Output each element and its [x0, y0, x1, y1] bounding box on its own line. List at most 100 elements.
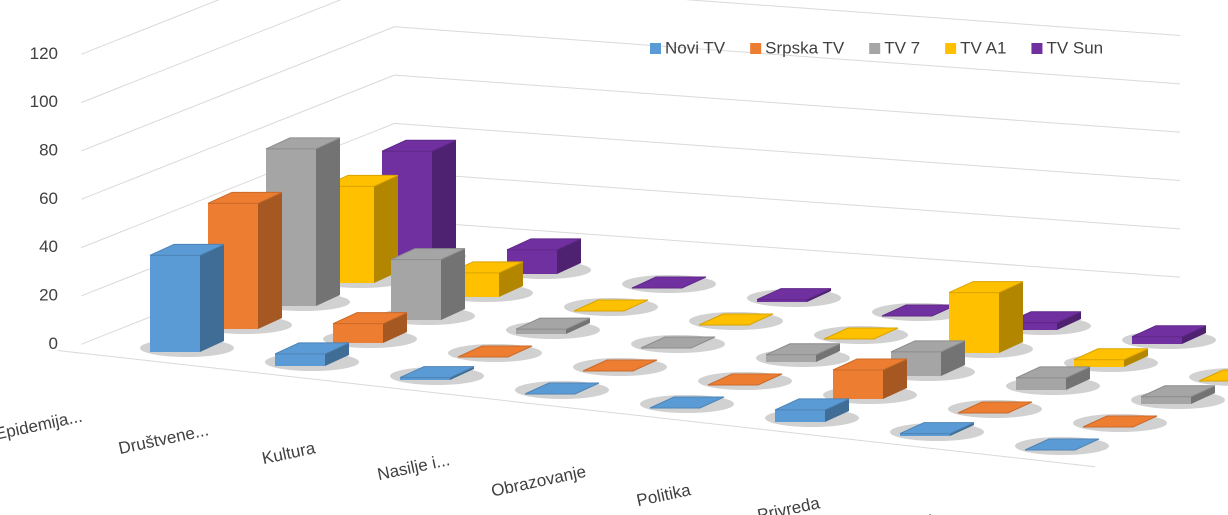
y-tick-label: 120 — [30, 44, 58, 63]
bar-side — [825, 398, 849, 422]
bar-front — [333, 323, 383, 343]
bar-front — [1141, 396, 1191, 404]
bar-side — [258, 192, 282, 329]
bar — [515, 381, 609, 399]
bar-top — [832, 358, 908, 371]
bar — [564, 298, 658, 316]
bar — [890, 422, 984, 441]
bar-top — [948, 281, 1024, 294]
bar-top — [756, 288, 832, 301]
bar — [1131, 385, 1225, 409]
bar-side — [441, 248, 465, 320]
legend-label: TV A1 — [960, 38, 1006, 57]
bar-side — [1182, 325, 1206, 344]
bar-side — [807, 288, 831, 302]
bar — [622, 275, 716, 293]
bar-top — [582, 359, 658, 372]
bar-side — [325, 342, 349, 366]
bar-front — [275, 353, 325, 366]
bar-top — [149, 243, 225, 256]
bar-side — [432, 140, 456, 260]
bar — [689, 312, 783, 330]
x-tick-label: Društvene... — [117, 420, 211, 458]
bar-side — [883, 359, 907, 399]
bar — [631, 335, 725, 353]
bar-top — [707, 373, 783, 386]
grid-line — [81, 122, 1181, 249]
bar-top — [899, 422, 975, 435]
bar-side — [1057, 311, 1081, 330]
bar-top — [399, 366, 475, 379]
y-tick-label: 60 — [39, 189, 58, 208]
bar-front — [766, 354, 816, 362]
bar — [140, 243, 234, 357]
bar — [765, 398, 859, 427]
bar — [747, 288, 841, 307]
bar-top — [506, 238, 582, 251]
bar-top — [1131, 325, 1207, 338]
bar — [872, 303, 966, 321]
bar-side — [316, 137, 340, 306]
bar-front — [391, 259, 441, 320]
bar-top — [774, 398, 850, 411]
bar-top — [1140, 385, 1216, 398]
bar-front — [900, 433, 950, 436]
x-tick-label: Obrazovanje — [489, 462, 587, 501]
bar — [390, 366, 484, 385]
bar-side — [1191, 385, 1215, 404]
bar — [1064, 348, 1158, 372]
bar — [756, 343, 850, 367]
bar-side — [950, 422, 974, 436]
legend-label: TV Sun — [1046, 38, 1103, 57]
bar-top — [390, 248, 466, 261]
bar — [1189, 368, 1228, 386]
bar — [265, 342, 359, 371]
y-tick-label: 0 — [49, 334, 58, 353]
y-tick-label: 40 — [39, 237, 58, 256]
bar-top — [1073, 348, 1149, 361]
bar-top — [207, 191, 283, 204]
bar-side — [450, 366, 474, 380]
bar — [1015, 437, 1109, 455]
bar — [1073, 414, 1167, 432]
bar — [823, 358, 917, 404]
bar-front — [775, 409, 825, 422]
bar-top — [957, 401, 1033, 414]
legend-label: Srpska TV — [765, 38, 845, 57]
bar-top — [515, 317, 591, 330]
x-tick-label: Epidemija... — [0, 407, 84, 444]
bar — [814, 326, 908, 344]
bar — [698, 372, 792, 390]
bar-top — [698, 313, 774, 326]
bar — [448, 344, 542, 362]
bar-side — [1124, 348, 1148, 367]
bar-side — [816, 343, 840, 362]
bar-top — [1082, 415, 1158, 428]
legend-swatch — [650, 43, 661, 54]
bar-front — [1132, 336, 1182, 344]
bar-top — [457, 345, 533, 358]
legend-swatch — [750, 43, 762, 54]
legend-label: TV 7 — [884, 38, 920, 57]
grid-line — [81, 0, 220, 55]
y-tick-label: 100 — [30, 92, 58, 111]
x-tick-label: Nasilje i... — [376, 450, 452, 484]
x-tick-label: Kultura — [260, 438, 317, 468]
bar-top — [640, 336, 716, 349]
bar-top — [274, 342, 350, 355]
legend-swatch — [945, 43, 957, 54]
bar-front — [1074, 359, 1124, 367]
bar — [1006, 366, 1100, 395]
legend-swatch — [1031, 43, 1043, 54]
bar-front — [150, 255, 200, 352]
legend-swatch — [869, 43, 881, 54]
bar-front — [1007, 322, 1057, 330]
bar-top — [573, 299, 649, 312]
bar — [939, 281, 1033, 358]
bar-side — [566, 318, 590, 334]
bar — [948, 400, 1042, 418]
y-tick-label: 20 — [39, 285, 58, 304]
bar-side — [383, 312, 407, 343]
bar-front — [833, 370, 883, 399]
